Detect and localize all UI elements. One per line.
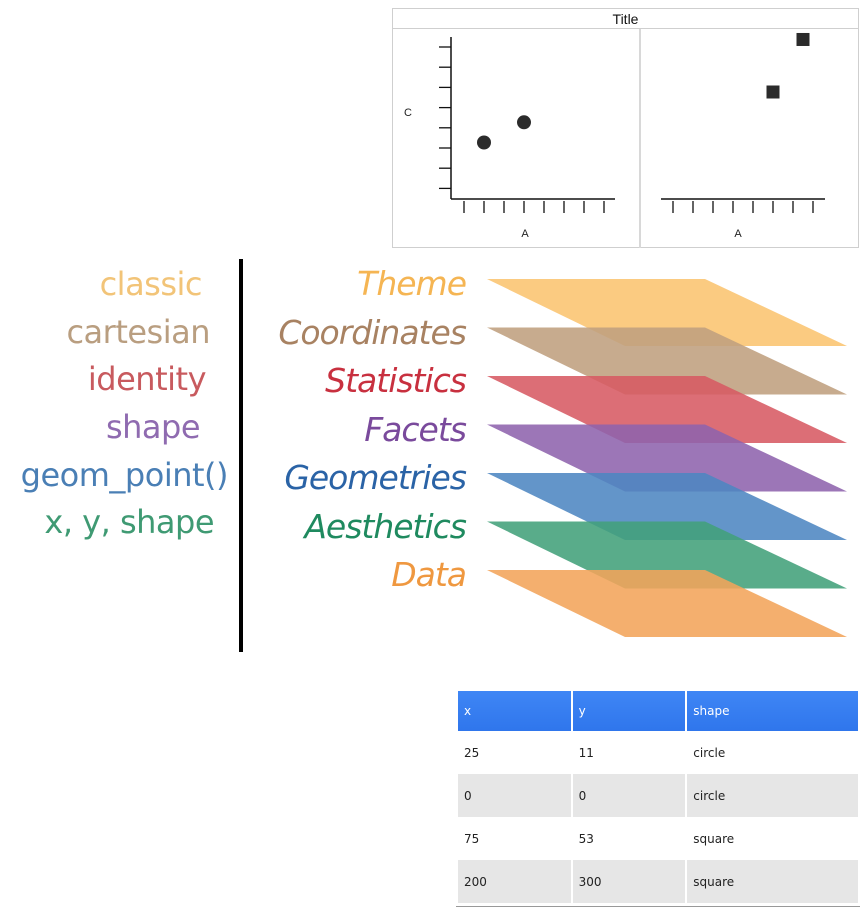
cell-shape: circle (687, 774, 858, 817)
table-row: 25 11 circle (458, 731, 858, 774)
y-axis-label: C (404, 107, 412, 119)
layer-plane-theme (487, 279, 847, 346)
layer-plane-facets (487, 424, 847, 492)
layer-name-theme: Theme (357, 264, 467, 303)
component-value-classic: classic (99, 265, 203, 303)
table-bottom-rule (456, 906, 860, 907)
column-header-shape[interactable]: shape (687, 691, 858, 731)
plot-canvas: C A A (404, 32, 825, 240)
table-row: 0 0 circle (458, 774, 858, 817)
layer-name-aesthetics: Aesthetics (304, 506, 467, 546)
data-point-circle (477, 135, 491, 150)
layer-name-data: Data (391, 555, 467, 594)
facet-divider (639, 29, 641, 248)
cell-y: 11 (578, 745, 594, 760)
column-header-x[interactable]: x (458, 691, 571, 731)
faceted-plot: Title C A A (392, 8, 859, 248)
table-row: 75 53 square (458, 817, 858, 860)
cell-y: 300 (572, 860, 686, 903)
cell-x: 0 (458, 774, 571, 817)
facet-left (439, 37, 615, 213)
cell-x: 75 (464, 831, 480, 846)
x-axis-label-right: A (734, 228, 742, 240)
layer-plane-geometries (487, 473, 847, 540)
data-point-square (766, 85, 780, 99)
cell-shape: square (693, 831, 735, 846)
cell-shape: square (687, 860, 858, 903)
layer-name-facets: Facets (364, 409, 467, 449)
cell-y: 0 (572, 774, 686, 817)
plot-title: Title (393, 9, 858, 29)
layer-name-statistics: Statistics (325, 361, 467, 400)
component-value-cartesian: cartesian (66, 313, 210, 351)
separator-bar (239, 259, 243, 652)
data-point-square (796, 32, 810, 46)
component-value-shape: shape (105, 408, 201, 446)
component-value-geom-point: geom_point() (20, 456, 229, 494)
component-value-identity: identity (87, 360, 207, 398)
layer-plane-coordinates (487, 327, 847, 395)
layer-name-coordinates: Coordinates (278, 312, 467, 352)
table-row: 200 300 square (458, 860, 858, 903)
column-header-y[interactable]: y (572, 691, 686, 731)
cell-x: 25 (464, 745, 480, 760)
data-table: x y shape 25 11 circle 0 0 circle 75 53 … (456, 691, 860, 903)
layer-plane-data (487, 570, 847, 637)
layer-plane-statistics (487, 376, 847, 443)
data-point-circle (517, 115, 531, 130)
facet-right (661, 32, 825, 213)
cell-shape: circle (693, 745, 726, 760)
cell-x: 200 (458, 860, 571, 903)
component-value-x-y-shape: x, y, shape (44, 503, 214, 541)
cell-y: 53 (578, 831, 594, 846)
layer-plane-aesthetics (487, 521, 847, 589)
x-axis-label-left: A (521, 228, 529, 240)
table-header-row: x y shape (458, 691, 858, 731)
layer-name-geometries: Geometries (284, 458, 467, 497)
